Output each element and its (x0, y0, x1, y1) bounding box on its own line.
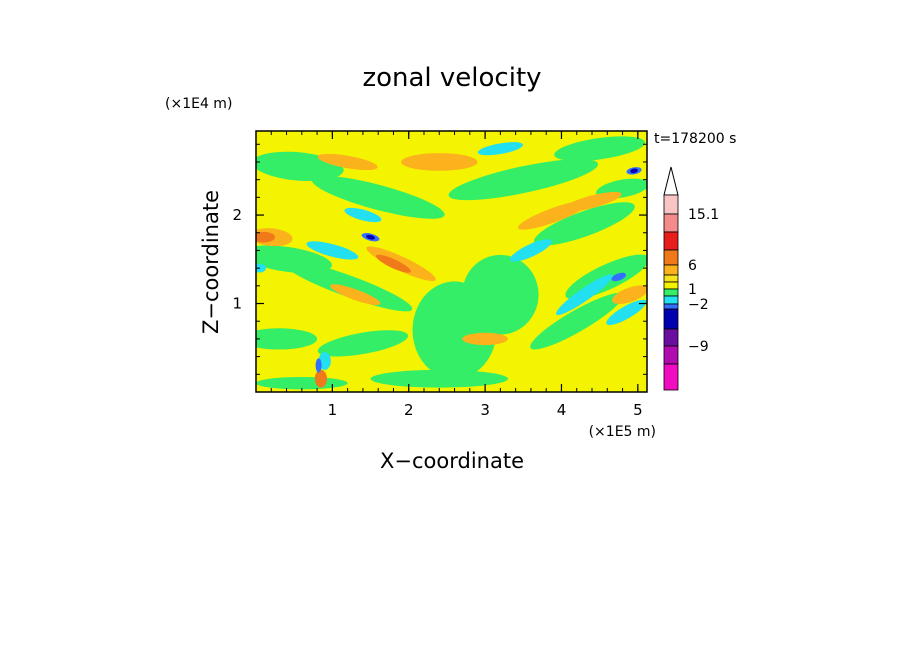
time-label: t=178200 s (654, 131, 736, 147)
plot-frame (255, 130, 648, 393)
colorbar-label-3: −2 (688, 297, 709, 313)
colorbar-level-4 (663, 249, 679, 266)
field-region-29 (606, 299, 647, 326)
y-axis-label: Z−coordinate (199, 190, 223, 334)
field-region-38 (611, 272, 627, 282)
colorbar-level-14 (663, 363, 679, 391)
field-region-34 (376, 254, 411, 273)
field-region-35 (314, 369, 328, 388)
colorbar-level-11 (663, 308, 679, 330)
colorbar-level-12 (663, 328, 679, 347)
x-tick-label-2: 3 (480, 401, 490, 419)
colorbar-level-5 (663, 264, 679, 276)
colorbar-level-9 (663, 295, 679, 305)
field-region-11 (530, 292, 624, 350)
colorbar-level-13 (663, 345, 679, 365)
velocity-field (256, 131, 647, 392)
field-region-12 (554, 136, 646, 161)
field-region-39 (315, 358, 322, 373)
x-axis-label: X−coordinate (380, 449, 524, 473)
field-region-13 (256, 376, 348, 390)
field-region-24 (330, 284, 381, 306)
colorbar-level-8 (663, 288, 679, 297)
field-region-23 (462, 332, 509, 346)
field-region-1 (311, 175, 445, 219)
field-region-22 (612, 285, 647, 304)
colorbar-label-2: 1 (688, 282, 697, 298)
x-tick-label-4: 5 (633, 401, 643, 419)
colorbar-label-4: −9 (688, 339, 709, 355)
colorbar: 15.1 6 1−2 −9 (663, 166, 719, 391)
colorbar-level-1 (663, 194, 679, 215)
colorbar-level-3 (663, 231, 679, 251)
field-region-41 (630, 168, 638, 174)
x-axis-unit: (×1E5 m) (589, 424, 656, 440)
y-tick-label-1: 2 (232, 206, 242, 224)
field-region-20 (562, 191, 622, 212)
x-tick-label-1: 2 (404, 401, 414, 419)
colorbar-label-0: 15.1 (688, 207, 719, 223)
field-region-14 (370, 369, 509, 388)
field-region-27 (509, 239, 552, 262)
field-region-31 (256, 263, 266, 273)
field-region-30 (477, 142, 523, 156)
x-axis-ticks: 1 2 3 4 5 (270, 131, 643, 419)
field-region-4 (256, 328, 318, 350)
field-region-3 (282, 260, 413, 312)
y-axis-ticks: 12 (232, 143, 647, 375)
chart-title: zonal velocity (362, 63, 541, 93)
x-tick-label-0: 1 (328, 401, 338, 419)
y-axis-unit: (×1E4 m) (165, 96, 232, 112)
y-tick-label-0: 1 (232, 295, 242, 313)
field-region-28 (556, 274, 613, 316)
colorbar-level-10 (663, 303, 679, 310)
colorbar-level-2 (663, 213, 679, 233)
field-region-18 (401, 153, 478, 171)
field-region-21 (317, 153, 378, 171)
field-region-25 (306, 241, 359, 260)
field-region-7 (462, 254, 539, 335)
colorbar-level-0 (663, 166, 679, 196)
colorbar-label-1: 6 (688, 258, 697, 274)
colorbar-level-7 (663, 281, 679, 290)
field-region-8 (448, 159, 599, 201)
field-region-9 (533, 202, 635, 246)
field-region-5 (317, 330, 409, 357)
colorbar-level-6 (663, 274, 679, 283)
field-region-33 (256, 231, 276, 243)
field-region-26 (344, 207, 382, 223)
field-region-40 (366, 234, 376, 240)
x-tick-label-3: 4 (557, 401, 567, 419)
